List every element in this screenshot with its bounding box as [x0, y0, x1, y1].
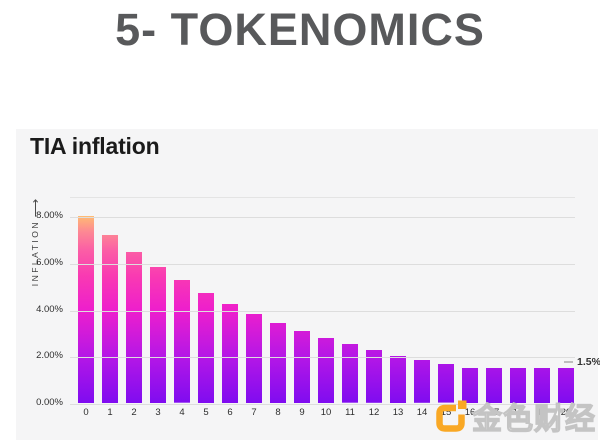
x-tick-label: 6 [227, 407, 233, 418]
chart-card: TIA inflation ⟶ INFLATION 0 1 2 3 4 5 6 7 8 9 10 11… [16, 129, 600, 440]
y-axis-label: INFLATION [30, 220, 40, 287]
y-tick-label: 4.00% [36, 303, 63, 315]
bar [270, 322, 286, 403]
bar [462, 367, 478, 403]
x-tick-label: 9 [299, 407, 305, 418]
bar [222, 303, 238, 403]
x-tick-label: 20 [560, 407, 572, 418]
bar [558, 367, 574, 403]
x-tick-label: 17 [488, 407, 500, 418]
page-title: 5- TOKENOMICS [115, 4, 485, 55]
gridline [70, 357, 575, 359]
bar [102, 234, 118, 403]
x-tick-label: 3 [155, 407, 161, 418]
bar [150, 266, 166, 403]
x-tick-label: 16 [464, 407, 476, 418]
watermark-text: 金色财经 [471, 402, 596, 436]
x-tick-label: 1 [107, 407, 113, 418]
jinse-logo-icon [436, 400, 467, 432]
bar [246, 313, 262, 403]
y-tick-label: 6.00% [36, 256, 63, 268]
y-tick-label: 2.00% [36, 350, 63, 362]
chart-title: TIA inflation [30, 133, 160, 159]
bar [78, 216, 94, 403]
x-tick-label: 19 [536, 407, 548, 418]
bar [366, 350, 382, 403]
gridline [70, 404, 575, 405]
bar [390, 355, 406, 403]
bar [294, 330, 310, 403]
plot-area [70, 197, 575, 405]
bar [486, 367, 502, 403]
y-tick-label: 0.00% [36, 397, 63, 408]
x-tick-label: 7 [251, 407, 257, 418]
x-tick-label: 2 [131, 407, 137, 418]
bar [198, 292, 214, 403]
x-tick-label: 14 [416, 407, 428, 418]
floor-annotation: 1.5% [564, 356, 600, 368]
bar [414, 360, 430, 403]
x-tick-label: 11 [345, 407, 355, 418]
watermark: 金色财经 [433, 394, 596, 438]
x-tick-label: 15 [440, 407, 452, 418]
x-tick-label: 8 [275, 407, 281, 418]
gridline [70, 217, 575, 218]
bars-row [70, 198, 575, 403]
gridline [70, 310, 575, 312]
x-tick-label: 4 [179, 407, 185, 418]
bar [510, 367, 526, 403]
x-tick-label: 18 [512, 407, 524, 418]
bar [342, 344, 358, 403]
x-tick-label: 0 [83, 407, 89, 418]
bar [318, 337, 334, 403]
bar [534, 367, 550, 403]
annotation-label: 1.5% [577, 356, 600, 368]
annotation-tick [564, 361, 573, 363]
x-axis-labels: 0 1 2 3 4 5 6 7 8 9 10 11 12 13 14 15 16 17 18 19 20 [70, 407, 575, 418]
bar [438, 364, 454, 403]
x-tick-label: 5 [203, 407, 209, 418]
gridline [70, 263, 575, 265]
bar [174, 280, 190, 403]
x-tick-label: 12 [368, 407, 380, 418]
x-tick-label: 13 [392, 407, 404, 418]
x-tick-label: 10 [320, 407, 332, 418]
y-tick-label: 8.00% [36, 210, 63, 221]
bar [126, 251, 142, 403]
